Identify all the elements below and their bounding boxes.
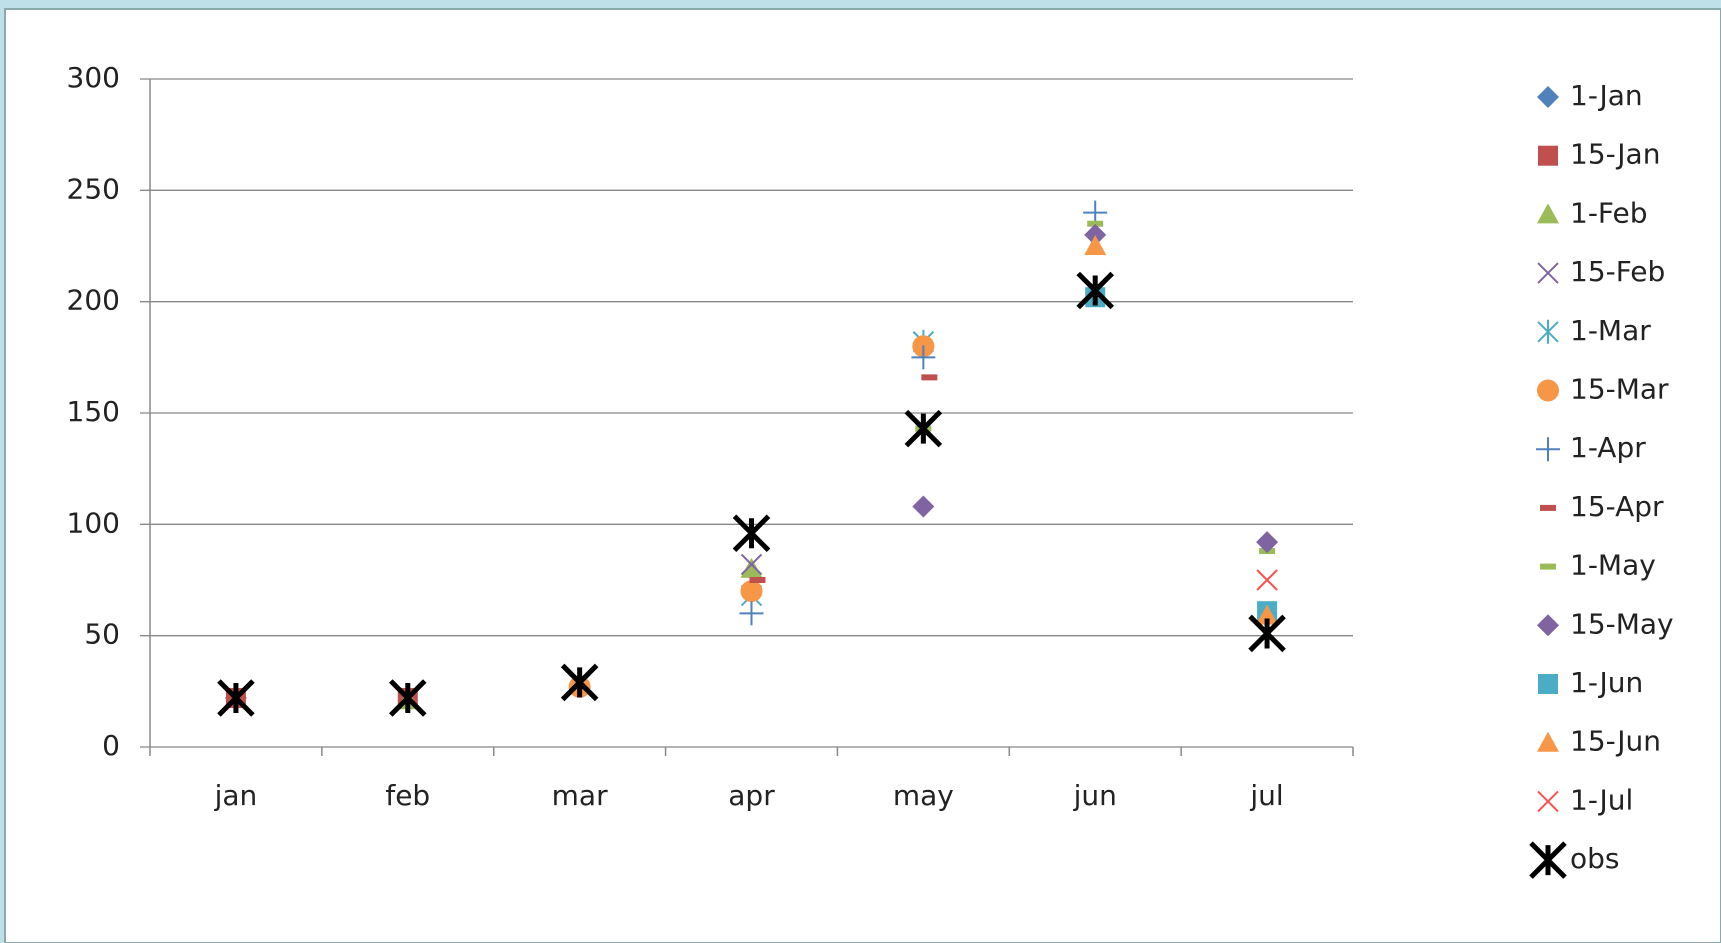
legend-marker (1537, 614, 1559, 637)
legend-label: 1-Jul (1570, 783, 1633, 816)
y-tick-label: 200 (67, 284, 120, 317)
legend-marker (1536, 437, 1560, 462)
legend-marker (1540, 563, 1556, 570)
legend-marker (1537, 790, 1559, 813)
x-tick-label: jan (214, 779, 258, 812)
series (1256, 569, 1278, 591)
legend-label: 1-Jun (1570, 666, 1643, 699)
marker (749, 577, 766, 583)
legend-label: 15-Mar (1570, 373, 1669, 406)
legend-marker (1538, 674, 1558, 694)
marker (560, 663, 599, 702)
legend-label: obs (1570, 842, 1620, 875)
marker (1076, 271, 1114, 310)
legend-label: 1-Jan (1570, 79, 1643, 112)
legend-label: 1-May (1570, 549, 1656, 582)
y-tick-label: 300 (67, 61, 120, 94)
legend-marker (1537, 379, 1559, 402)
marker (1248, 614, 1286, 653)
marker (740, 557, 763, 578)
marker (904, 409, 943, 448)
legend-label: 15-Feb (1570, 255, 1665, 288)
y-tick-label: 50 (84, 618, 120, 651)
series (217, 271, 1286, 717)
marker (921, 374, 938, 381)
chart-area (4, 8, 1721, 943)
x-tick-label: feb (385, 779, 430, 812)
legend-label: 15-Jan (1570, 138, 1660, 171)
x-tick-label: jul (1249, 779, 1283, 812)
series (739, 200, 1108, 626)
marker (1256, 569, 1278, 591)
series (740, 553, 763, 576)
series (749, 374, 938, 583)
legend-marker (1537, 203, 1559, 224)
legend-label: 1-Apr (1570, 431, 1646, 464)
x-tick-label: apr (728, 779, 775, 812)
marker (389, 679, 427, 717)
series (912, 223, 1279, 554)
marker (911, 345, 936, 370)
legend-label: 15-May (1570, 607, 1674, 640)
marker (1256, 531, 1279, 554)
legend-marker (1540, 504, 1556, 511)
marker (1084, 235, 1107, 255)
legend-marker (1529, 841, 1567, 879)
legend-label: 15-Jun (1570, 725, 1661, 758)
legend-marker (1537, 86, 1559, 108)
marker (739, 601, 764, 626)
legend-marker (1537, 262, 1559, 284)
marker (217, 679, 255, 717)
y-tick-label: 100 (67, 506, 120, 539)
marker (1087, 220, 1104, 227)
marker (732, 514, 771, 553)
legend-marker (1537, 319, 1559, 344)
marker (1084, 223, 1107, 246)
x-tick-label: mar (552, 779, 608, 812)
marker (912, 495, 935, 518)
y-tick-label: 150 (67, 395, 120, 428)
x-tick-label: jun (1073, 779, 1117, 812)
legend-label: 15-Apr (1570, 490, 1664, 523)
x-tick-label: may (893, 779, 954, 812)
y-tick-label: 0 (102, 729, 120, 762)
marker (740, 580, 763, 603)
legend-marker (1538, 145, 1558, 166)
legend-label: 1-Feb (1570, 196, 1648, 229)
marker (740, 553, 763, 576)
legend-label: 1-Mar (1570, 314, 1651, 347)
y-tick-label: 250 (67, 172, 120, 205)
marker (1083, 200, 1108, 225)
series (1084, 235, 1279, 625)
legend-marker (1537, 731, 1559, 752)
marker (1256, 604, 1279, 625)
